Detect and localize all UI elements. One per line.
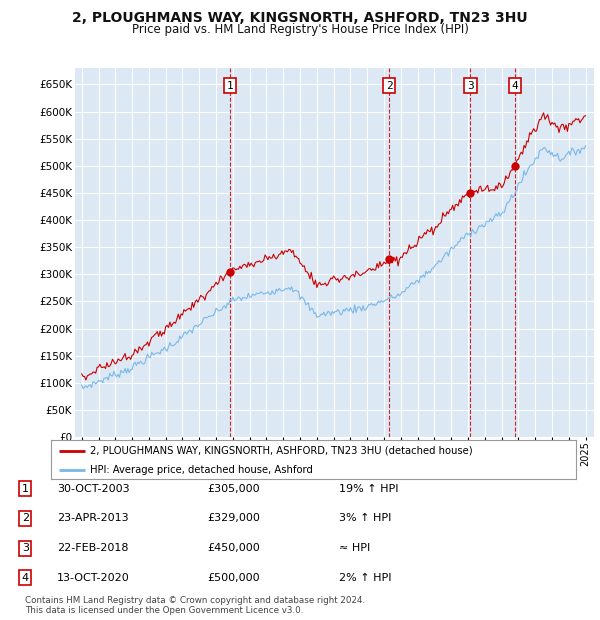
Text: 30-OCT-2003: 30-OCT-2003 (57, 484, 130, 494)
Text: 3% ↑ HPI: 3% ↑ HPI (339, 513, 391, 523)
Text: 1: 1 (227, 81, 233, 91)
Text: £329,000: £329,000 (207, 513, 260, 523)
Text: 2, PLOUGHMANS WAY, KINGSNORTH, ASHFORD, TN23 3HU (detached house): 2, PLOUGHMANS WAY, KINGSNORTH, ASHFORD, … (91, 446, 473, 456)
Text: 1: 1 (22, 484, 29, 494)
Text: 23-APR-2013: 23-APR-2013 (57, 513, 128, 523)
Text: 3: 3 (22, 543, 29, 553)
Text: 2: 2 (386, 81, 392, 91)
Text: 13-OCT-2020: 13-OCT-2020 (57, 573, 130, 583)
Text: £305,000: £305,000 (207, 484, 260, 494)
Text: 4: 4 (511, 81, 518, 91)
Text: 2% ↑ HPI: 2% ↑ HPI (339, 573, 391, 583)
Text: Contains HM Land Registry data © Crown copyright and database right 2024.
This d: Contains HM Land Registry data © Crown c… (25, 596, 365, 615)
Text: £500,000: £500,000 (207, 573, 260, 583)
Text: 2: 2 (22, 513, 29, 523)
Text: Price paid vs. HM Land Registry's House Price Index (HPI): Price paid vs. HM Land Registry's House … (131, 23, 469, 36)
Text: HPI: Average price, detached house, Ashford: HPI: Average price, detached house, Ashf… (91, 465, 313, 475)
Text: ≈ HPI: ≈ HPI (339, 543, 370, 553)
Text: 19% ↑ HPI: 19% ↑ HPI (339, 484, 398, 494)
Text: 3: 3 (467, 81, 474, 91)
Text: 2, PLOUGHMANS WAY, KINGSNORTH, ASHFORD, TN23 3HU: 2, PLOUGHMANS WAY, KINGSNORTH, ASHFORD, … (72, 11, 528, 25)
Text: 4: 4 (22, 573, 29, 583)
Text: £450,000: £450,000 (207, 543, 260, 553)
Text: 22-FEB-2018: 22-FEB-2018 (57, 543, 128, 553)
